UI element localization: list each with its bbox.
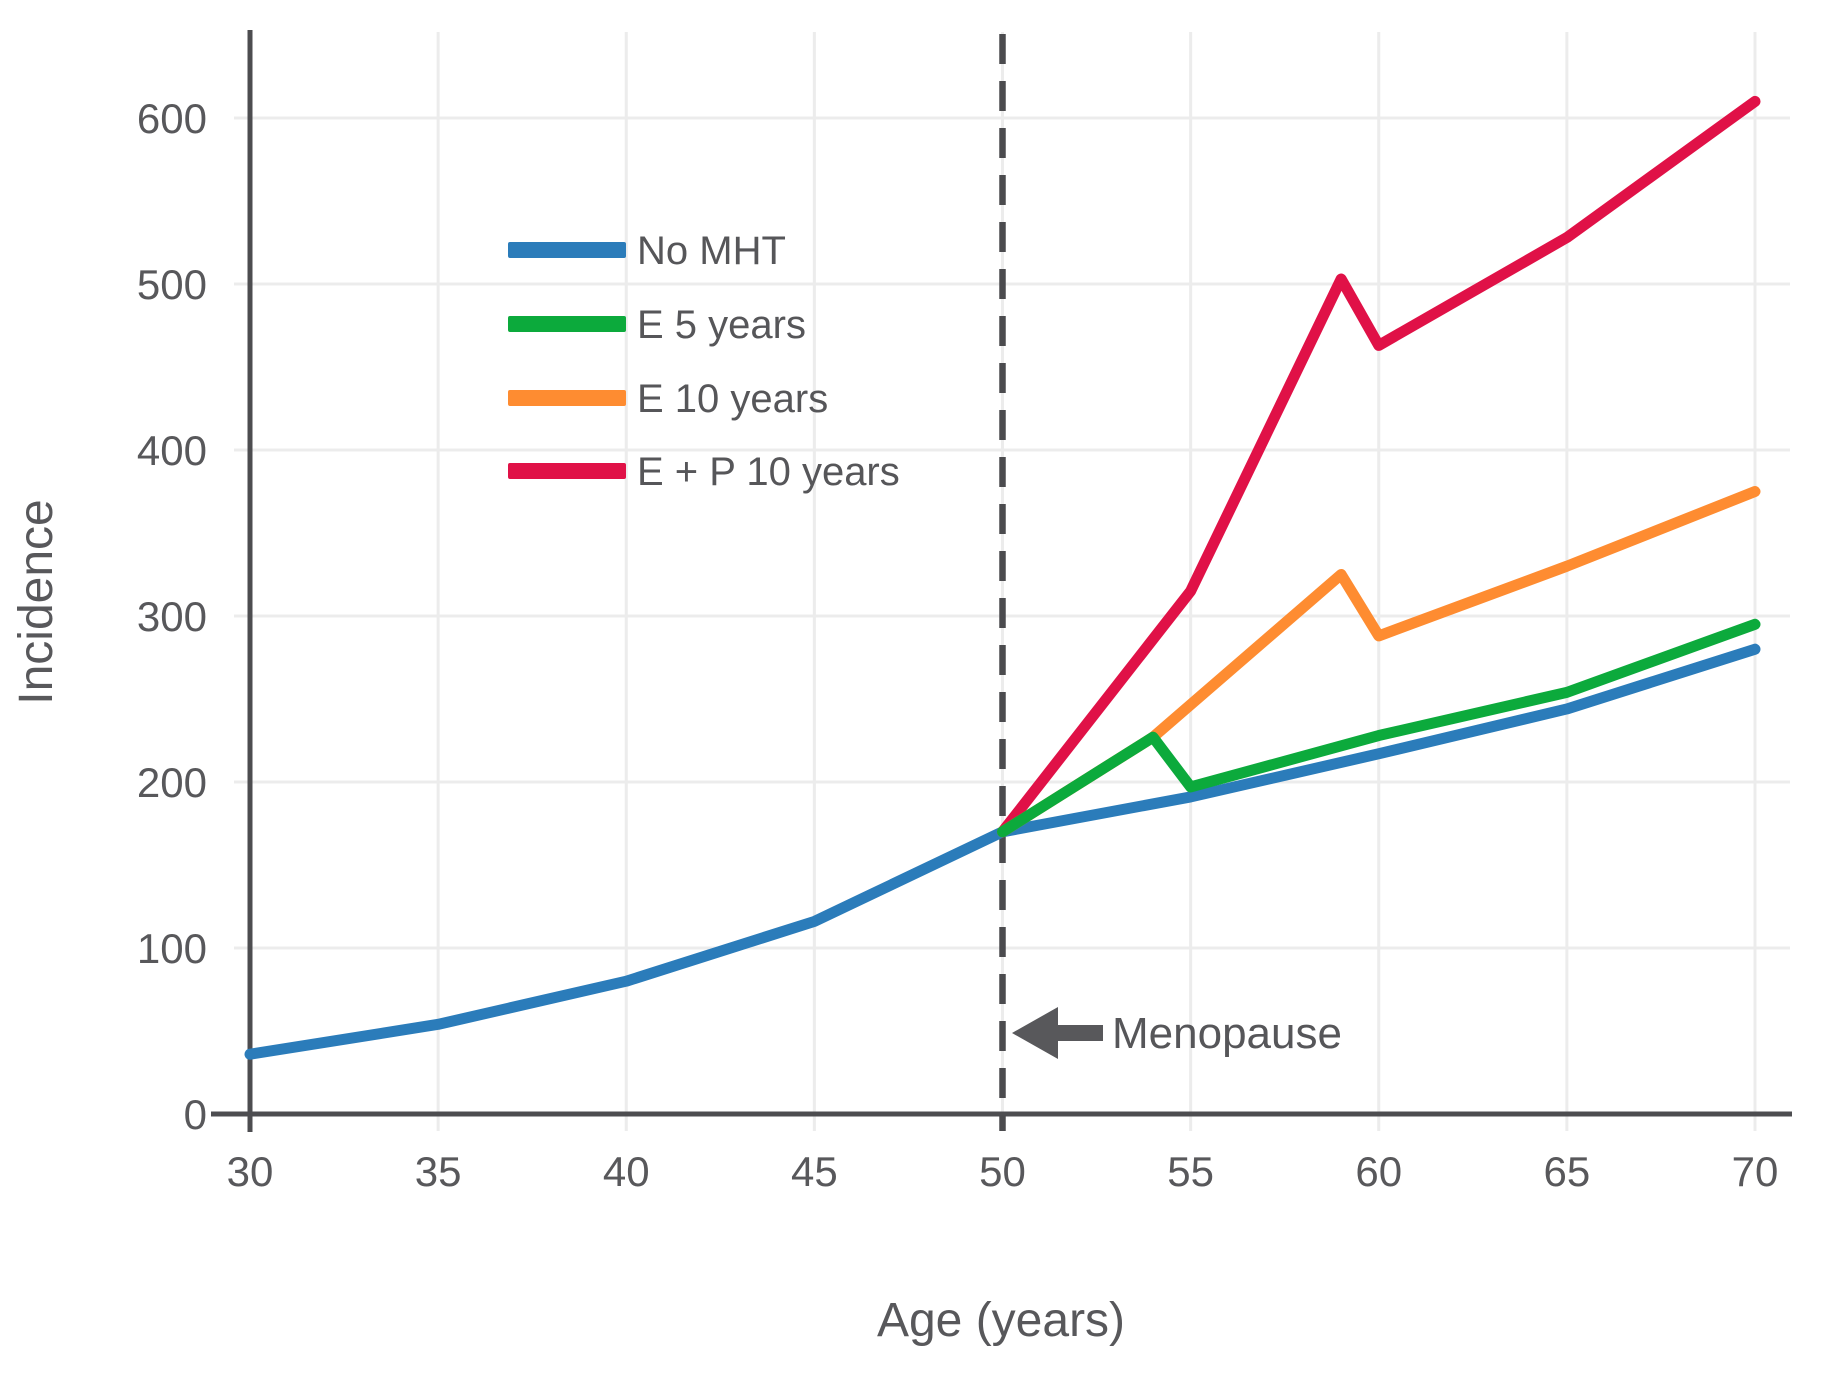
x-tick-label: 45 bbox=[791, 1148, 838, 1195]
series-line-e-5-years bbox=[997, 618, 1761, 838]
x-tick-label: 30 bbox=[227, 1148, 274, 1195]
left-arrow-icon bbox=[1012, 1007, 1103, 1059]
y-tick-label: 300 bbox=[137, 593, 207, 640]
legend-swatch-1 bbox=[508, 242, 626, 258]
x-tick-label: 60 bbox=[1355, 1148, 1402, 1195]
x-tick-label: 50 bbox=[979, 1148, 1026, 1195]
x-tick-label: 65 bbox=[1544, 1148, 1591, 1195]
y-tick-label: 200 bbox=[137, 759, 207, 806]
legend-swatch-4 bbox=[508, 463, 626, 479]
legend-label-3: E 10 years bbox=[637, 377, 828, 421]
x-tick-label: 55 bbox=[1167, 1148, 1214, 1195]
y-tick-label: 0 bbox=[184, 1091, 207, 1138]
x-tick-label: 40 bbox=[603, 1148, 650, 1195]
series-line-e-p-10-years bbox=[997, 95, 1761, 838]
y-axis-title: Incidence bbox=[10, 499, 63, 704]
legend: No MHT E 5 years E 10 years E + P 10 years bbox=[508, 229, 900, 494]
legend-swatch-3 bbox=[508, 390, 626, 406]
menopause-label: Menopause bbox=[1112, 1009, 1342, 1058]
legend-label-4: E + P 10 years bbox=[637, 450, 900, 494]
x-tick-label: 35 bbox=[415, 1148, 462, 1195]
axes bbox=[211, 30, 1792, 1132]
x-axis-title: Age (years) bbox=[877, 1294, 1125, 1347]
legend-label-1: No MHT bbox=[637, 229, 786, 273]
y-tick-label: 400 bbox=[137, 427, 207, 474]
x-tick-label: 70 bbox=[1732, 1148, 1779, 1195]
gridlines bbox=[234, 32, 1790, 1131]
legend-label-2: E 5 years bbox=[637, 303, 806, 347]
y-tick-label: 500 bbox=[137, 261, 207, 308]
tick-labels: 30 35 40 45 50 55 60 65 70 0 100 200 300 400 500 600 bbox=[137, 95, 1778, 1195]
menopause-annotation: Menopause bbox=[1012, 1007, 1342, 1059]
y-tick-label: 600 bbox=[137, 95, 207, 142]
y-tick-label: 100 bbox=[137, 925, 207, 972]
legend-swatch-2 bbox=[508, 316, 626, 332]
series-lines bbox=[244, 95, 1761, 1060]
